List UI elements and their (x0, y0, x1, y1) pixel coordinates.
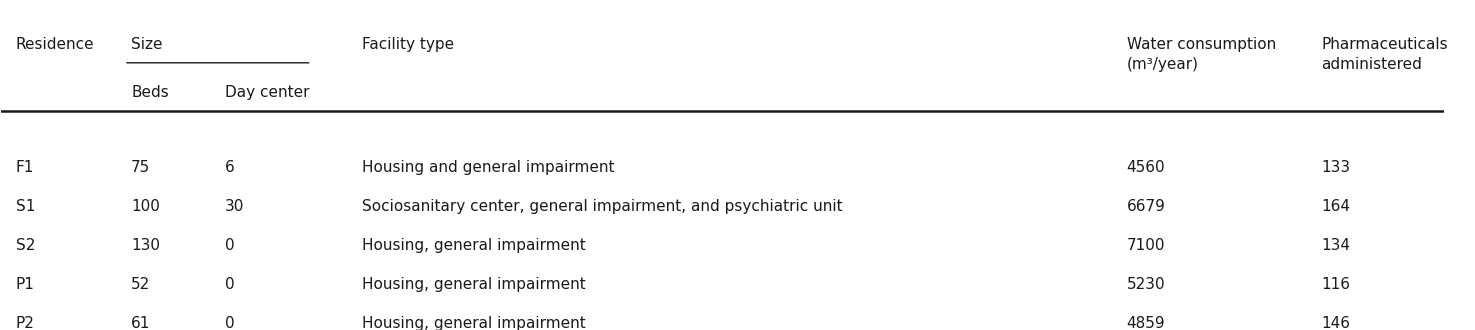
Text: 6: 6 (226, 160, 235, 175)
Text: 75: 75 (131, 160, 150, 175)
Text: 7100: 7100 (1127, 238, 1165, 253)
Text: Day center: Day center (226, 85, 310, 100)
Text: Sociosanitary center, general impairment, and psychiatric unit: Sociosanitary center, general impairment… (361, 199, 842, 214)
Text: 30: 30 (226, 199, 245, 214)
Text: 164: 164 (1322, 199, 1351, 214)
Text: Facility type: Facility type (361, 37, 454, 52)
Text: Residence: Residence (16, 37, 94, 52)
Text: F1: F1 (16, 160, 34, 175)
Text: 0: 0 (226, 316, 235, 330)
Text: 0: 0 (226, 238, 235, 253)
Text: P1: P1 (16, 277, 35, 292)
Text: 52: 52 (131, 277, 150, 292)
Text: Water consumption
(m³/year): Water consumption (m³/year) (1127, 37, 1276, 72)
Text: 134: 134 (1322, 238, 1351, 253)
Text: 130: 130 (131, 238, 161, 253)
Text: 146: 146 (1322, 316, 1351, 330)
Text: Housing and general impairment: Housing and general impairment (361, 160, 615, 175)
Text: Housing, general impairment: Housing, general impairment (361, 277, 586, 292)
Text: 61: 61 (131, 316, 150, 330)
Text: Size: Size (131, 37, 162, 52)
Text: Beds: Beds (131, 85, 170, 100)
Text: Housing, general impairment: Housing, general impairment (361, 238, 586, 253)
Text: 5230: 5230 (1127, 277, 1165, 292)
Text: 6679: 6679 (1127, 199, 1165, 214)
Text: 100: 100 (131, 199, 161, 214)
Text: 116: 116 (1322, 277, 1351, 292)
Text: 133: 133 (1322, 160, 1351, 175)
Text: 0: 0 (226, 277, 235, 292)
Text: Pharmaceuticals
administered: Pharmaceuticals administered (1322, 37, 1448, 72)
Text: 4859: 4859 (1127, 316, 1165, 330)
Text: S1: S1 (16, 199, 35, 214)
Text: Housing, general impairment: Housing, general impairment (361, 316, 586, 330)
Text: S2: S2 (16, 238, 35, 253)
Text: P2: P2 (16, 316, 35, 330)
Text: 4560: 4560 (1127, 160, 1165, 175)
